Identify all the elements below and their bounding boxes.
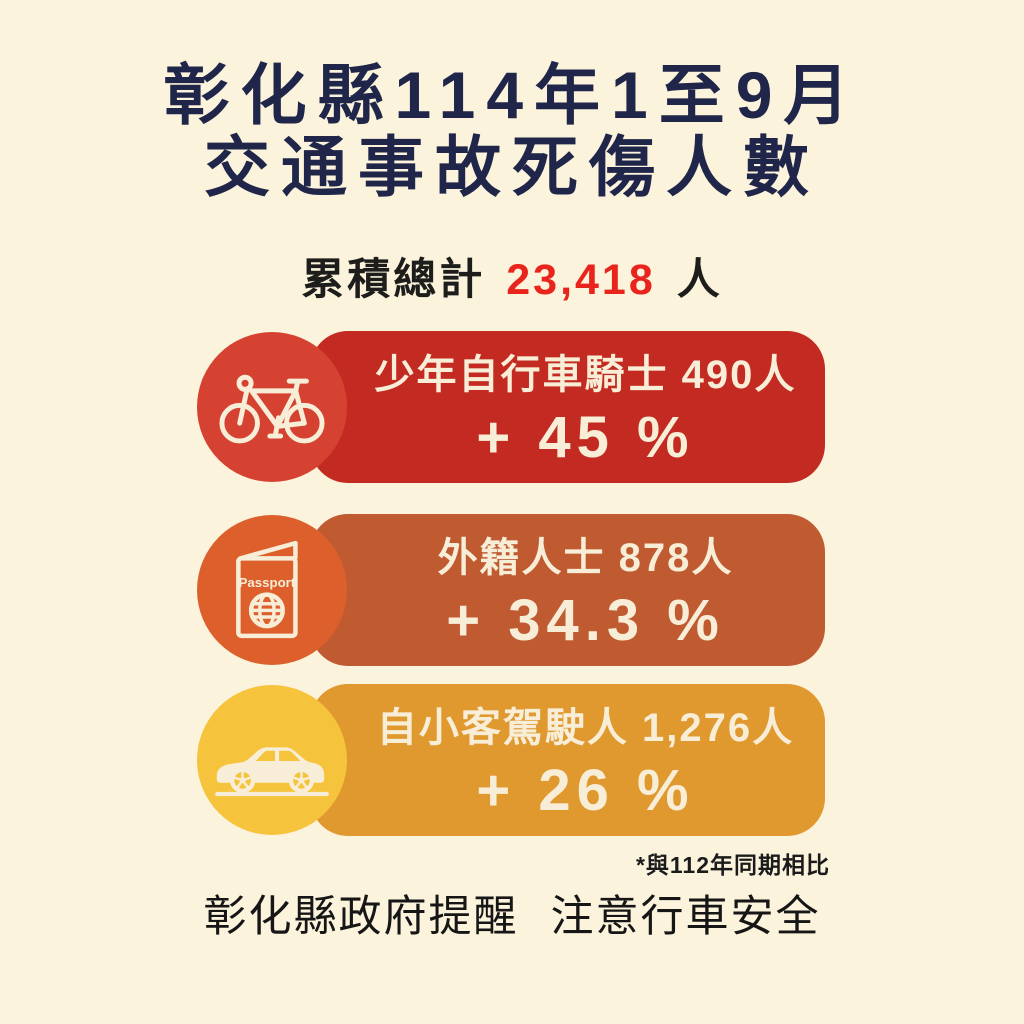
- page-title-line2: 交通事故死傷人數: [204, 129, 820, 204]
- stat-label: 少年自行車騎士 490人: [374, 352, 797, 397]
- bicycle-icon-badge: [197, 332, 347, 482]
- stat-change: + 45 %: [476, 404, 695, 470]
- car-icon-badge: [197, 685, 347, 835]
- stat-bar: 外籍人士 878人 + 34.3 %: [310, 514, 825, 666]
- passport-icon-badge: Passport: [197, 515, 347, 665]
- stat-label: 自小客駕駛人 1,276人: [376, 705, 795, 750]
- comparison-footnote: *與112年同期相比: [635, 852, 830, 878]
- passport-icon-label: Passport: [239, 575, 296, 590]
- safety-reminder: 彰化縣政府提醒 注意行車安全: [203, 893, 821, 941]
- total-label: 累積總計: [301, 256, 486, 304]
- stat-row-car: 自小客駕駛人 1,276人 + 26 %: [197, 684, 825, 836]
- page-title-line1: 彰化縣114年1至9月: [163, 58, 861, 132]
- stat-row-bicycle: 少年自行車騎士 490人 + 45 %: [197, 331, 825, 483]
- passport-icon: Passport: [236, 540, 298, 639]
- stat-bar: 自小客駕駛人 1,276人 + 26 %: [310, 684, 825, 836]
- stat-change: + 26 %: [476, 757, 695, 823]
- total-value: 23,418: [506, 256, 656, 304]
- total-summary: 累積總計 23,418 人: [0, 245, 1024, 307]
- car-icon: [215, 746, 329, 796]
- stat-change: + 34.3 %: [446, 587, 725, 653]
- stat-row-passport: Passport 外籍人士 878人 + 34.3 %: [197, 514, 825, 666]
- total-unit: 人: [676, 256, 723, 304]
- page-title: 彰化縣114年1至9月 交通事故死傷人數: [0, 58, 1024, 204]
- stat-label: 外籍人士 878人: [437, 535, 734, 580]
- stat-bar: 少年自行車騎士 490人 + 45 %: [310, 331, 825, 483]
- bicycle-icon: [219, 374, 325, 444]
